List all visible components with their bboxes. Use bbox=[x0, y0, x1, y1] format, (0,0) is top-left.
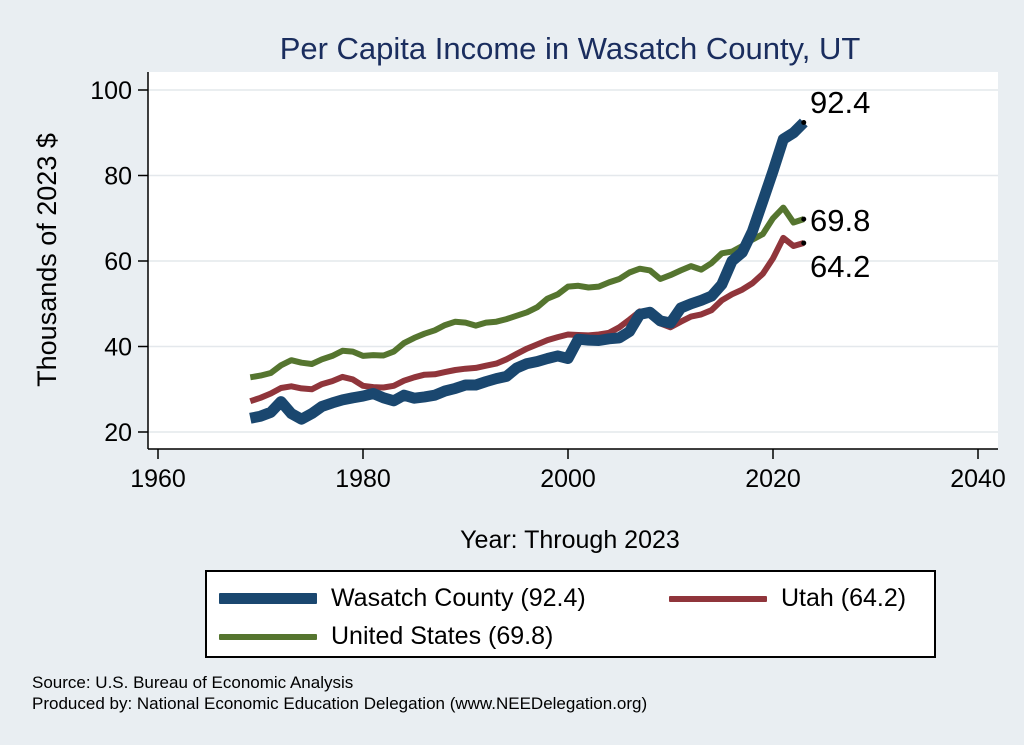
end-label-us: 69.8 bbox=[810, 203, 870, 238]
x-tick-label: 2000 bbox=[540, 465, 596, 493]
y-tick-label: 20 bbox=[104, 419, 132, 447]
x-tick-label: 1980 bbox=[335, 465, 391, 493]
legend-item-wasatch: Wasatch County (92.4) bbox=[219, 584, 586, 613]
chart-title: Per Capita Income in Wasatch County, UT bbox=[280, 31, 861, 66]
x-tick-label: 2040 bbox=[950, 465, 1006, 493]
series-line-us bbox=[249, 204, 805, 381]
end-marker bbox=[801, 240, 807, 246]
end-marker bbox=[801, 119, 807, 125]
legend-label-wasatch: Wasatch County (92.4) bbox=[331, 584, 586, 612]
x-tick-label: 1960 bbox=[130, 465, 186, 493]
end-labels: 92.4 64.2 69.8 bbox=[801, 85, 870, 284]
legend-swatch-wasatch bbox=[219, 593, 317, 604]
y-axis-title: Thousands of 2023 $ bbox=[32, 133, 62, 387]
x-axis-title: Year: Through 2023 bbox=[460, 526, 680, 554]
series-line-utah bbox=[249, 234, 805, 405]
series-line-wasatch bbox=[249, 118, 808, 425]
legend-swatch-us bbox=[219, 633, 317, 640]
x-tick-label: 2020 bbox=[745, 465, 801, 493]
series-lines bbox=[249, 118, 808, 425]
y-tick-label: 100 bbox=[90, 77, 132, 105]
legend-label-us: United States (69.8) bbox=[331, 622, 554, 650]
end-label-utah: 64.2 bbox=[810, 249, 870, 284]
source-notes: Source: U.S. Bureau of Economic Analysis… bbox=[32, 672, 647, 714]
source-line: Source: U.S. Bureau of Economic Analysis bbox=[32, 673, 354, 692]
end-label-wasatch: 92.4 bbox=[810, 85, 870, 120]
legend-item-us: United States (69.8) bbox=[219, 622, 553, 651]
end-marker bbox=[801, 216, 807, 222]
legend: Wasatch County (92.4) Utah (64.2) United… bbox=[205, 570, 936, 658]
y-tick-label: 40 bbox=[104, 334, 132, 362]
producer-line: Produced by: National Economic Education… bbox=[32, 694, 648, 713]
legend-swatch-utah bbox=[669, 595, 767, 602]
y-tick-label: 80 bbox=[104, 163, 132, 191]
legend-label-utah: Utah (64.2) bbox=[781, 584, 907, 612]
y-tick-label: 60 bbox=[104, 248, 132, 276]
legend-item-utah: Utah (64.2) bbox=[669, 584, 906, 613]
